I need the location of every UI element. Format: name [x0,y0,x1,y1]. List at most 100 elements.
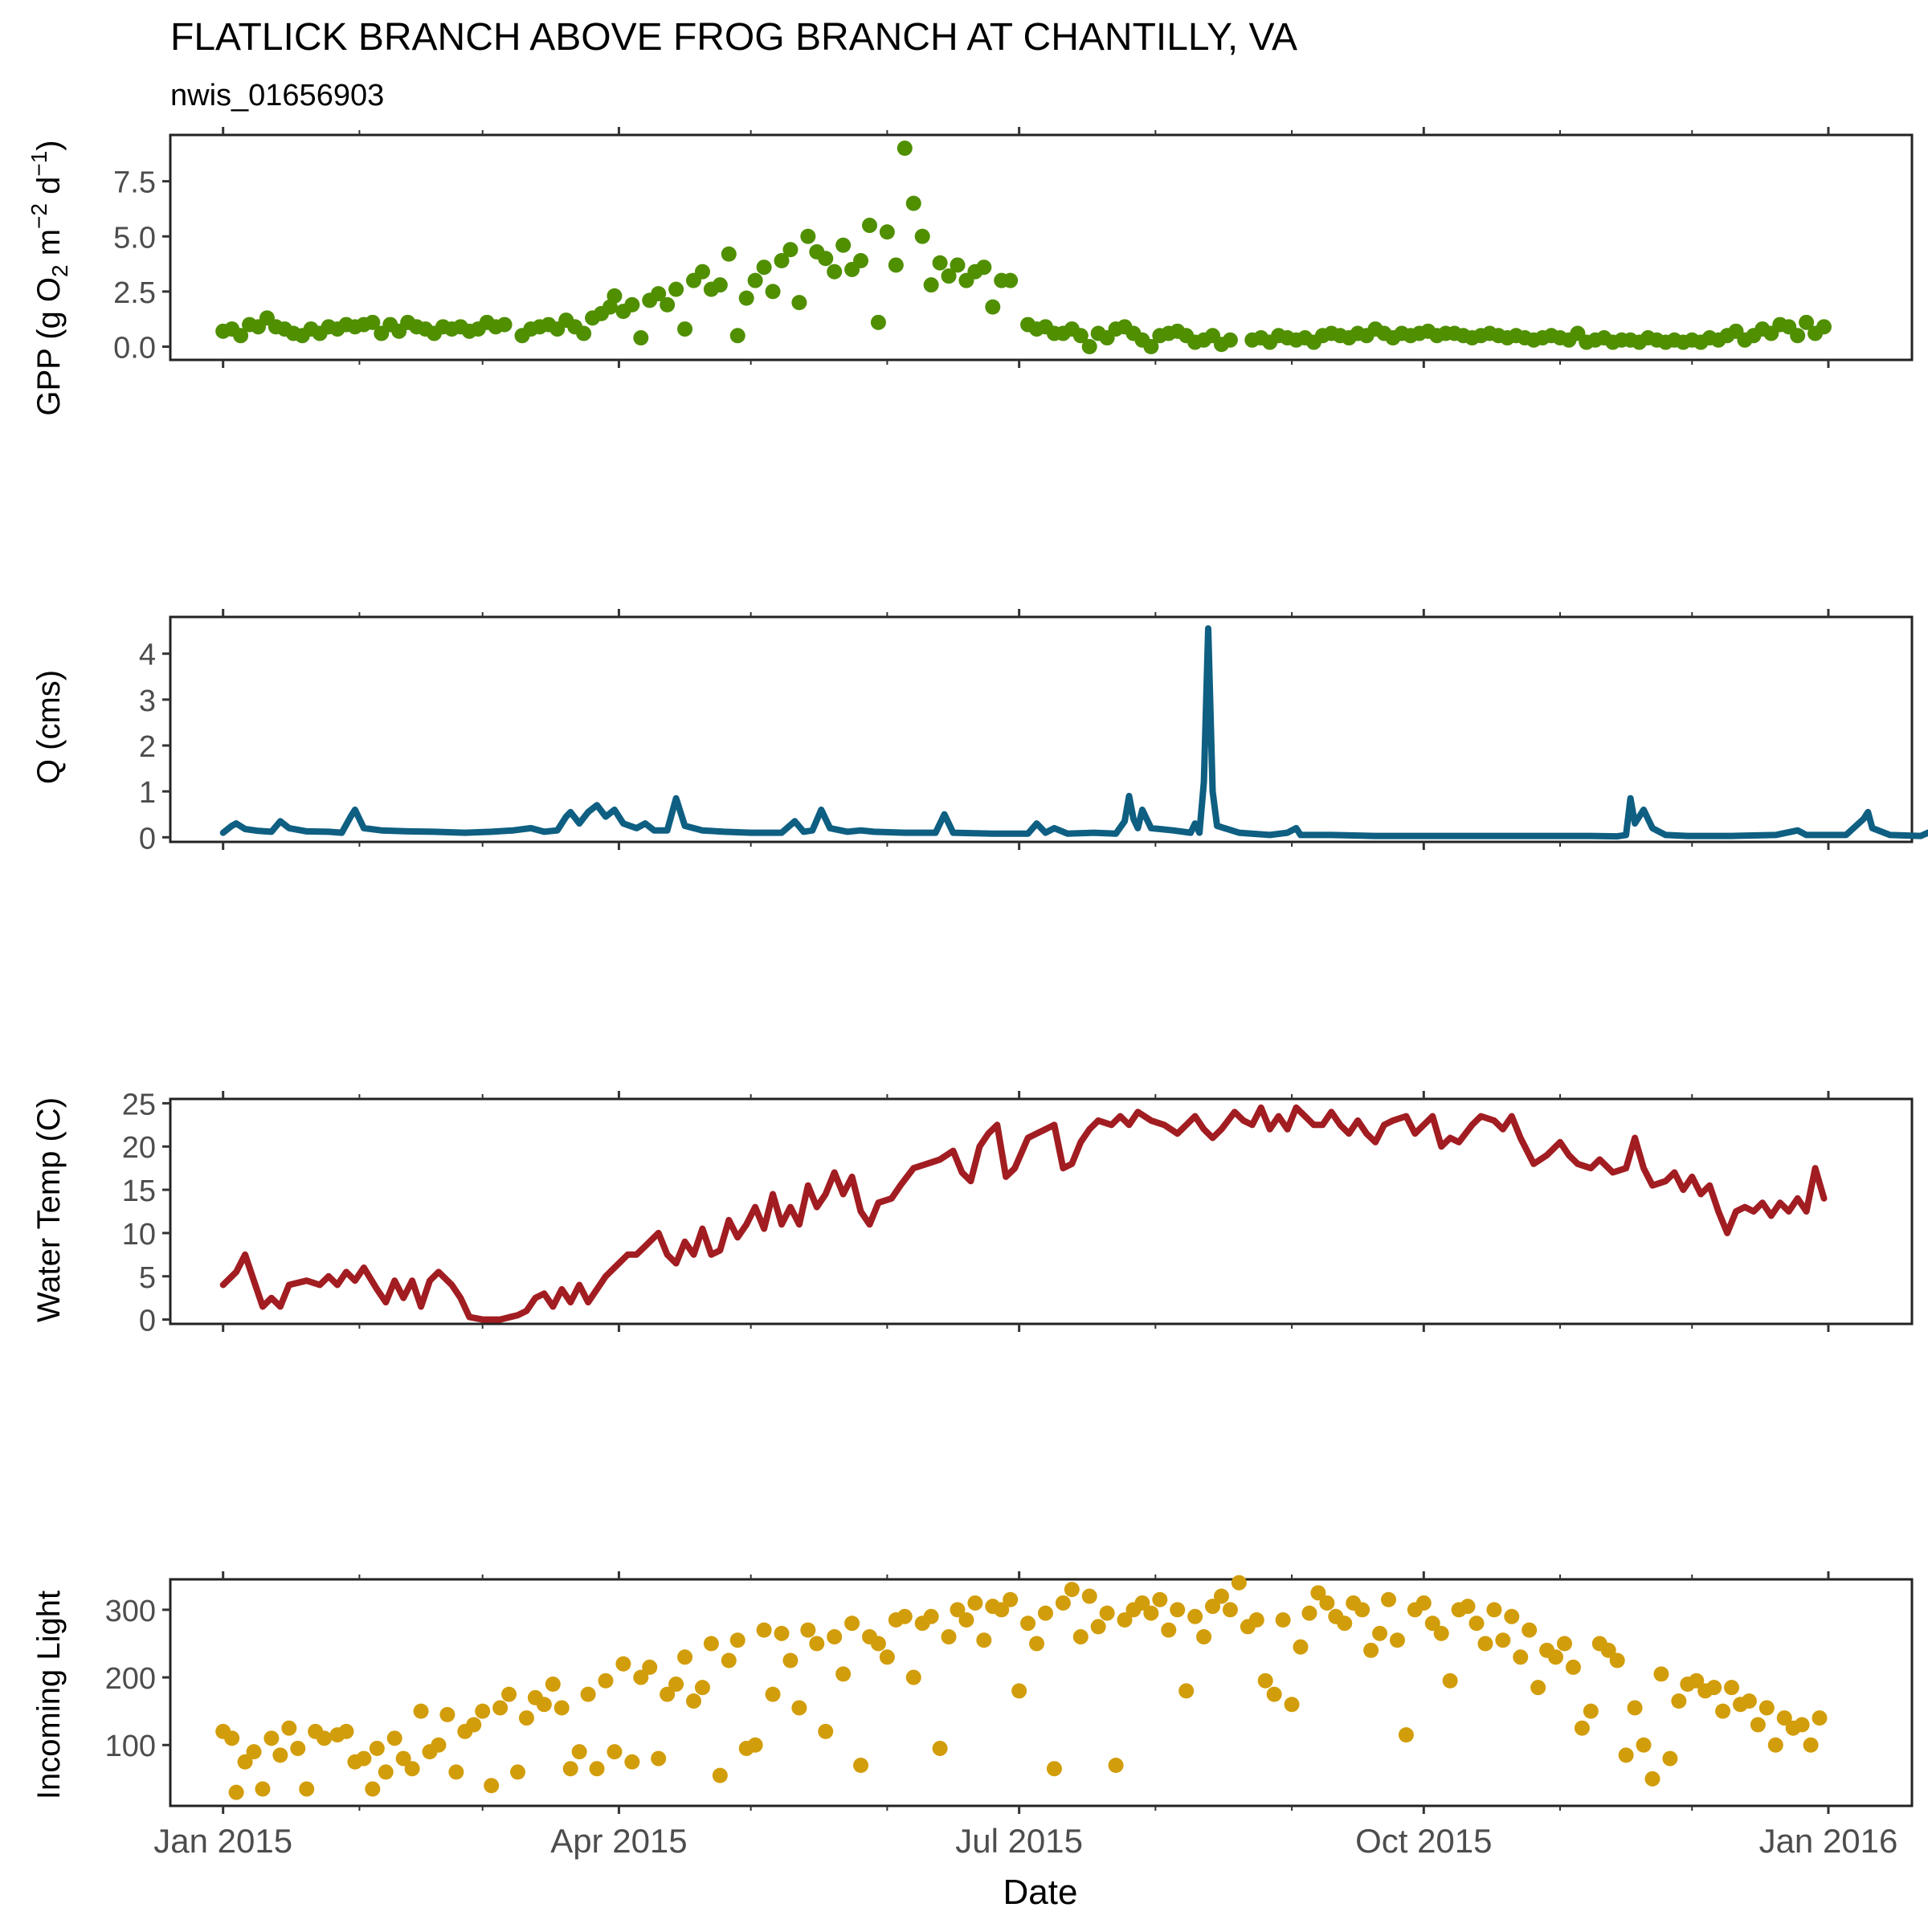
light-point [1381,1591,1397,1607]
light-point [338,1723,354,1739]
light-ytick-label: 200 [105,1662,156,1696]
gpp-point [827,263,843,280]
gpp-ylabel-sub: 2 [47,264,72,277]
light-point [1099,1605,1115,1621]
light-point [633,1669,649,1685]
light-point [994,1602,1010,1618]
wt-ylabel: Water Temp (C) [31,1097,67,1322]
light-point [518,1710,534,1726]
light-point [439,1706,455,1722]
gpp-ytick-label: 7.5 [113,166,156,200]
light-point [703,1636,719,1652]
gpp-point [1790,328,1806,344]
light-point [1636,1737,1652,1753]
light-point [510,1764,526,1780]
light-point [356,1750,372,1767]
light-point [870,1636,886,1652]
light-point [1363,1642,1379,1658]
light-point [1310,1585,1326,1601]
gpp-ylabel-main: GPP (g O [31,277,67,416]
light-point [1389,1632,1405,1648]
light-point [378,1764,394,1780]
light-point [791,1700,807,1716]
light-point [1776,1710,1792,1726]
gpp-point [233,328,249,344]
light-point [1011,1683,1027,1699]
light-point [1794,1717,1810,1733]
light-point [1398,1727,1414,1743]
gpp-point [729,328,745,344]
light-point [818,1723,834,1739]
gpp-point [756,259,772,276]
q-series-line [219,625,1928,840]
plot-layer: 0.0 2.5 5.0 7.5 0 1 2 3 4 0 5 10 15 20 25 100 200 300 Jan … [105,127,1928,1860]
light-point [827,1629,843,1645]
light-point [246,1744,262,1760]
gpp-point [853,252,869,268]
light-point [1706,1680,1722,1696]
light-point [1583,1703,1599,1719]
light-point [1522,1622,1538,1638]
light-point [589,1761,605,1777]
light-point [562,1761,578,1777]
light-point [1741,1693,1757,1709]
light-point [1415,1595,1432,1611]
light-point [685,1693,701,1709]
xtick-label: Jul 2015 [955,1822,1083,1860]
gpp-point [633,330,649,346]
light-point [835,1666,852,1682]
gpp-point [870,314,886,330]
gpp-point [835,237,852,253]
light-point [224,1730,240,1746]
wt-frame [169,1097,1914,1325]
gpp-point [879,224,895,240]
gpp-point [694,263,710,280]
chart-subtitle: nwis_01656903 [170,79,384,112]
light-point [967,1595,983,1611]
wt-ytick-label: 0 [139,1305,156,1338]
light-point [1513,1649,1529,1665]
gpp-point [1081,339,1097,355]
gpp-ytick-label: 0.0 [113,332,156,366]
light-point [492,1700,509,1716]
light-point [1574,1720,1590,1736]
gpp-point [1072,328,1089,344]
light-point [1618,1747,1634,1763]
light-point [1477,1636,1493,1652]
gpp-point [712,277,728,293]
light-point [1222,1602,1238,1618]
light-point [484,1778,500,1794]
light-point [1081,1588,1097,1604]
light-point [386,1730,402,1746]
light-point [958,1612,974,1628]
light-point [668,1676,684,1692]
gpp-point [738,290,754,306]
q-frame [169,615,1914,843]
light-point [1293,1639,1309,1655]
gpp-point [624,296,640,312]
light-point [1196,1629,1212,1645]
light-point [615,1656,631,1672]
gpp-point [861,218,877,234]
light-point [941,1629,957,1645]
light-point [1715,1703,1731,1719]
gpp-ylabel: GPP (g O2 m−2 d−1) [27,140,72,415]
light-point [475,1703,491,1719]
q-ytick-label: 2 [139,730,156,764]
light-point [1609,1652,1625,1669]
xtick-label: Jan 2016 [1759,1822,1898,1860]
light-point [228,1784,244,1800]
light-point [413,1703,429,1719]
light-point [1468,1615,1485,1632]
gpp-point [496,317,513,333]
light-point [255,1781,271,1797]
light-point [765,1686,781,1702]
light-point [950,1602,966,1618]
light-point [317,1730,333,1746]
light-point [1758,1700,1775,1716]
light-point [607,1744,623,1760]
wt-ytick-label: 20 [122,1131,156,1165]
light-point [1213,1588,1229,1604]
light-point [1257,1673,1273,1689]
